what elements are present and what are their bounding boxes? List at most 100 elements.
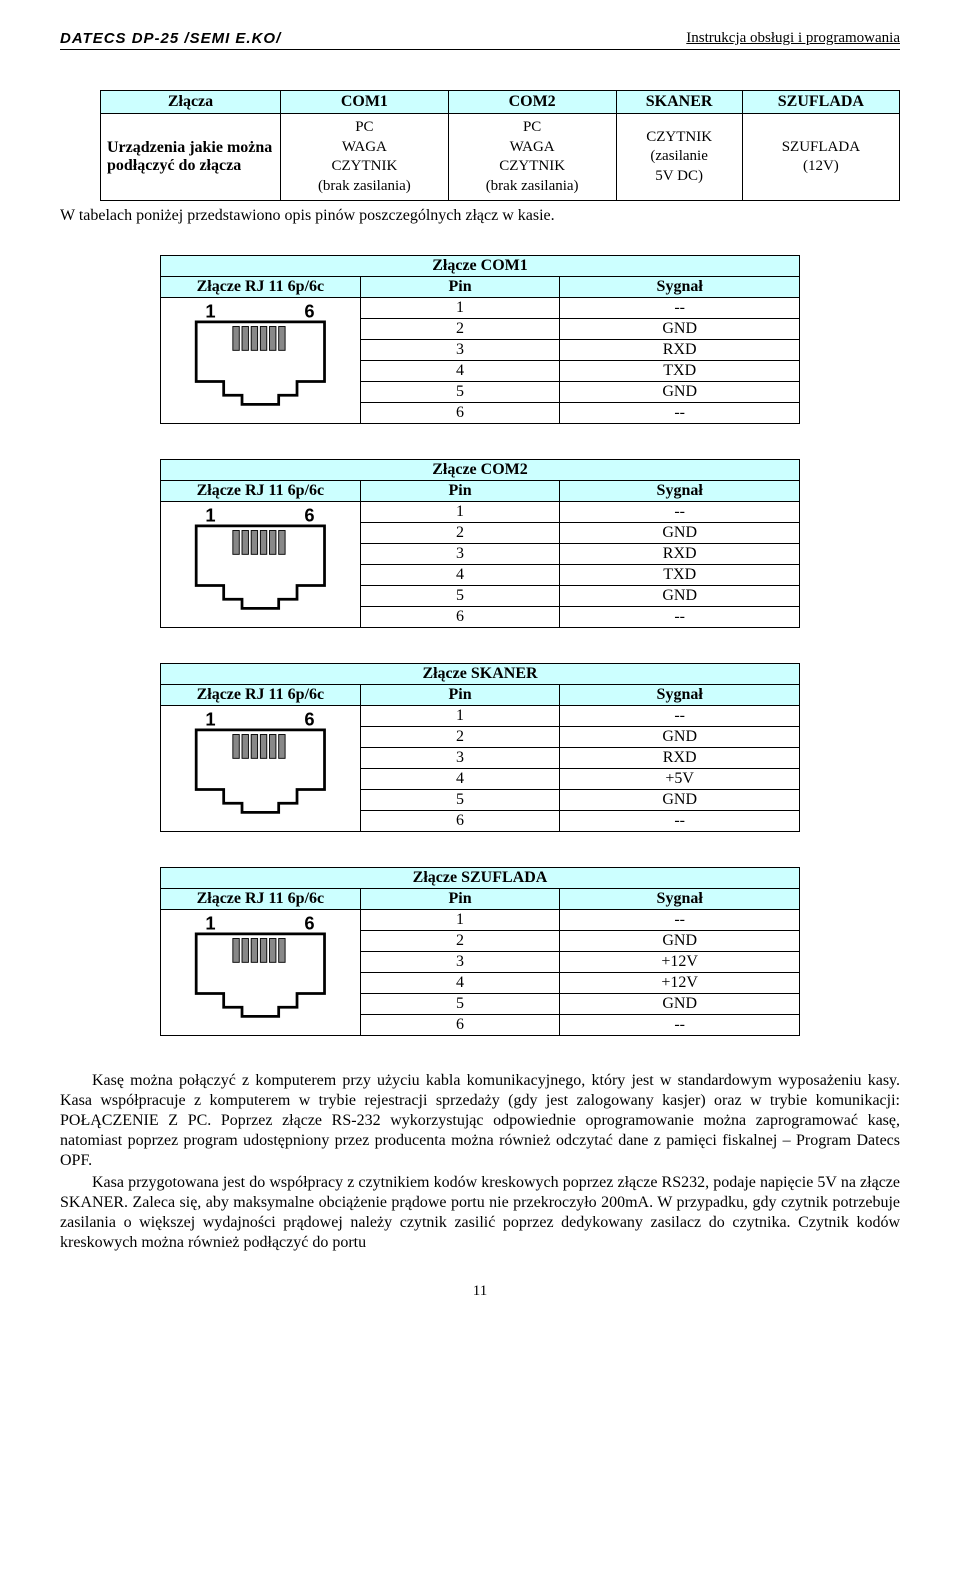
pin-table-title: Złącze COM2 bbox=[161, 460, 800, 481]
header-doc-title: Instrukcja obsługi i programowania bbox=[686, 30, 900, 47]
svg-text:1: 1 bbox=[205, 504, 215, 525]
pin-num: 1 bbox=[360, 910, 560, 931]
rj-connector-icon: 1 6 bbox=[165, 707, 356, 817]
pin-table-title: Złącze SZUFLADA bbox=[161, 868, 800, 889]
ports-th-com2: COM2 bbox=[448, 91, 616, 114]
pin-num: 2 bbox=[360, 727, 560, 748]
pin-signal: +5V bbox=[560, 769, 800, 790]
pin-signal: GND bbox=[560, 931, 800, 952]
pin-col-signal: Sygnał bbox=[560, 889, 800, 910]
pin-col-pin: Pin bbox=[360, 685, 560, 706]
pin-col-signal: Sygnał bbox=[560, 685, 800, 706]
pin-connector-header: Złącze RJ 11 6p/6c bbox=[161, 277, 361, 298]
pin-num: 4 bbox=[360, 361, 560, 382]
ports-com2-cell: PC WAGA CZYTNIK (brak zasilania) bbox=[448, 114, 616, 201]
pin-signal: GND bbox=[560, 727, 800, 748]
pin-signal: -- bbox=[560, 298, 800, 319]
pin-table: Złącze COM1 Złącze RJ 11 6p/6c Pin Sygna… bbox=[160, 255, 800, 424]
pin-signal: GND bbox=[560, 586, 800, 607]
pin-header-row: Złącze RJ 11 6p/6c Pin Sygnał bbox=[161, 277, 800, 298]
pin-num: 4 bbox=[360, 565, 560, 586]
pin-num: 3 bbox=[360, 952, 560, 973]
pin-col-pin: Pin bbox=[360, 889, 560, 910]
pin-signal: -- bbox=[560, 502, 800, 523]
ports-th-com1: COM1 bbox=[281, 91, 449, 114]
pin-num: 6 bbox=[360, 1015, 560, 1036]
ports-table: Złącza COM1 COM2 SKANER SZUFLADA Urządze… bbox=[100, 90, 900, 201]
pin-num: 5 bbox=[360, 790, 560, 811]
pin-row: 1 6 1 -- bbox=[161, 298, 800, 319]
pin-header-row: Złącze RJ 11 6p/6c Pin Sygnał bbox=[161, 685, 800, 706]
pin-table-title: Złącze COM1 bbox=[161, 256, 800, 277]
pin-title-row: Złącze SZUFLADA bbox=[161, 868, 800, 889]
body-text: Kasę można połączyć z komputerem przy uż… bbox=[60, 1071, 900, 1253]
pin-title-row: Złącze SKANER bbox=[161, 664, 800, 685]
pin-signal: GND bbox=[560, 382, 800, 403]
pin-num: 6 bbox=[360, 607, 560, 628]
ports-szuflada-cell: SZUFLADA (12V) bbox=[742, 114, 899, 201]
pin-num: 1 bbox=[360, 502, 560, 523]
pin-row: 1 6 1 -- bbox=[161, 502, 800, 523]
page-number: 11 bbox=[60, 1283, 900, 1300]
rj-connector-icon: 1 6 bbox=[165, 911, 356, 1021]
ports-row-label: Urządzenia jakie można podłączyć do złąc… bbox=[101, 114, 281, 201]
pin-table: Złącze SKANER Złącze RJ 11 6p/6c Pin Syg… bbox=[160, 663, 800, 832]
page-header: DATECS DP-25 /SEMI E.KO/ Instrukcja obsł… bbox=[60, 30, 900, 50]
rj-connector-icon: 1 6 bbox=[165, 503, 356, 613]
pin-signal: GND bbox=[560, 523, 800, 544]
pin-table-block: Złącze SZUFLADA Złącze RJ 11 6p/6c Pin S… bbox=[160, 867, 800, 1036]
pin-col-pin: Pin bbox=[360, 277, 560, 298]
pin-signal: -- bbox=[560, 403, 800, 424]
pin-signal: +12V bbox=[560, 952, 800, 973]
pin-num: 2 bbox=[360, 523, 560, 544]
pin-col-pin: Pin bbox=[360, 481, 560, 502]
ports-th-zlacza: Złącza bbox=[101, 91, 281, 114]
pin-title-row: Złącze COM2 bbox=[161, 460, 800, 481]
rj-connector-cell: 1 6 bbox=[161, 502, 361, 628]
pin-signal: RXD bbox=[560, 748, 800, 769]
pin-table-block: Złącze COM1 Złącze RJ 11 6p/6c Pin Sygna… bbox=[160, 255, 800, 424]
pin-num: 4 bbox=[360, 973, 560, 994]
rj-connector-icon: 1 6 bbox=[165, 299, 356, 409]
ports-th-skaner: SKANER bbox=[616, 91, 742, 114]
pin-signal: GND bbox=[560, 994, 800, 1015]
svg-text:6: 6 bbox=[304, 708, 314, 729]
svg-text:6: 6 bbox=[304, 504, 314, 525]
pin-connector-header: Złącze RJ 11 6p/6c bbox=[161, 481, 361, 502]
pin-row: 1 6 1 -- bbox=[161, 706, 800, 727]
pin-signal: -- bbox=[560, 1015, 800, 1036]
pin-num: 2 bbox=[360, 931, 560, 952]
pin-num: 6 bbox=[360, 403, 560, 424]
ports-th-szuflada: SZUFLADA bbox=[742, 91, 899, 114]
intro-text: W tabelach poniżej przedstawiono opis pi… bbox=[60, 207, 900, 225]
pin-num: 6 bbox=[360, 811, 560, 832]
pin-signal: RXD bbox=[560, 544, 800, 565]
ports-skaner-cell: CZYTNIK (zasilanie 5V DC) bbox=[616, 114, 742, 201]
pin-num: 2 bbox=[360, 319, 560, 340]
pin-signal: -- bbox=[560, 811, 800, 832]
pin-signal: -- bbox=[560, 910, 800, 931]
svg-text:6: 6 bbox=[304, 300, 314, 321]
pin-table-block: Złącze SKANER Złącze RJ 11 6p/6c Pin Syg… bbox=[160, 663, 800, 832]
pin-num: 1 bbox=[360, 298, 560, 319]
ports-com1-cell: PC WAGA CZYTNIK (brak zasilania) bbox=[281, 114, 449, 201]
pin-title-row: Złącze COM1 bbox=[161, 256, 800, 277]
pin-signal: -- bbox=[560, 706, 800, 727]
pin-table-block: Złącze COM2 Złącze RJ 11 6p/6c Pin Sygna… bbox=[160, 459, 800, 628]
svg-text:1: 1 bbox=[205, 300, 215, 321]
pin-num: 4 bbox=[360, 769, 560, 790]
pin-table-title: Złącze SKANER bbox=[161, 664, 800, 685]
body-p1: Kasę można połączyć z komputerem przy uż… bbox=[60, 1071, 900, 1171]
pin-col-signal: Sygnał bbox=[560, 277, 800, 298]
pin-signal: GND bbox=[560, 319, 800, 340]
pin-num: 5 bbox=[360, 586, 560, 607]
pin-connector-header: Złącze RJ 11 6p/6c bbox=[161, 685, 361, 706]
svg-text:1: 1 bbox=[205, 912, 215, 933]
pin-signal: RXD bbox=[560, 340, 800, 361]
pin-num: 1 bbox=[360, 706, 560, 727]
pin-signal: -- bbox=[560, 607, 800, 628]
body-p2: Kasa przygotowana jest do współpracy z c… bbox=[60, 1173, 900, 1253]
pin-col-signal: Sygnał bbox=[560, 481, 800, 502]
pin-signal: TXD bbox=[560, 361, 800, 382]
pin-table: Złącze SZUFLADA Złącze RJ 11 6p/6c Pin S… bbox=[160, 867, 800, 1036]
